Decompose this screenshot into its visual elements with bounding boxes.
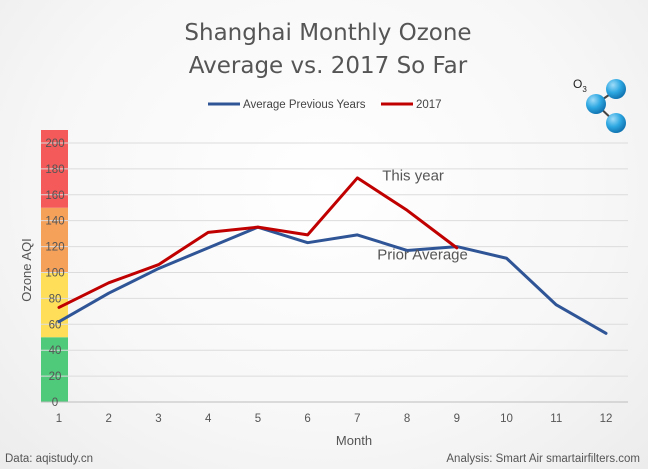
- x-tick-label: 11: [550, 413, 562, 425]
- annotation-label: Prior Average: [377, 247, 468, 264]
- legend-label-2017: 2017: [416, 99, 442, 111]
- x-tick-label: 2: [106, 413, 112, 425]
- x-tick-label: 7: [354, 413, 360, 425]
- ozone-label: O3: [573, 77, 587, 94]
- series-line-0: [57, 225, 608, 335]
- footer-source: Data: aqistudy.cn: [5, 453, 93, 465]
- x-tick-label: 10: [500, 413, 513, 425]
- x-tick-label: 4: [205, 413, 212, 425]
- y-axis-label: Ozone AQI: [19, 238, 34, 302]
- x-tick-label: 3: [155, 413, 161, 425]
- y-tick-label: 120: [45, 242, 64, 254]
- gridlines: [41, 142, 628, 403]
- x-tick-label: 1: [56, 413, 62, 425]
- x-tick-label: 5: [255, 413, 261, 425]
- y-tick-label: 40: [49, 345, 62, 357]
- aqi-band-0: [41, 337, 68, 402]
- x-tick-label: 6: [304, 413, 310, 425]
- x-tick-label: 12: [600, 413, 613, 425]
- y-tick-label: 0: [52, 397, 58, 409]
- y-tick-label: 200: [45, 138, 64, 150]
- annotation-label: This year: [382, 168, 444, 185]
- annotations: This year Prior Average: [377, 168, 468, 264]
- x-axis-label: Month: [336, 433, 372, 448]
- legend-label-average: Average Previous Years: [243, 99, 366, 111]
- aqi-band-2: [41, 207, 68, 273]
- series-lines: [57, 176, 608, 335]
- y-tick-label: 160: [45, 190, 64, 202]
- chart-title-line-1: Shanghai Monthly Ozone: [184, 20, 471, 46]
- x-tick-labels: 1 2 3 4 5 6 7 8 9 10 11 12: [56, 413, 613, 425]
- chart-title-line-2: Average vs. 2017 So Far: [189, 53, 468, 79]
- x-tick-label: 9: [454, 413, 460, 425]
- legend: Average Previous Years 2017: [208, 99, 442, 111]
- y-tick-label: 80: [49, 293, 62, 305]
- y-tick-label: 20: [49, 371, 62, 383]
- y-tick-label: 140: [45, 216, 64, 228]
- x-tick-label: 8: [404, 413, 410, 425]
- y-tick-label: 180: [45, 164, 64, 176]
- footer-credit: Analysis: Smart Air smartairfilters.com: [446, 453, 640, 465]
- ozone-molecule-icon: O3: [573, 77, 626, 133]
- y-tick-label: 100: [45, 267, 64, 279]
